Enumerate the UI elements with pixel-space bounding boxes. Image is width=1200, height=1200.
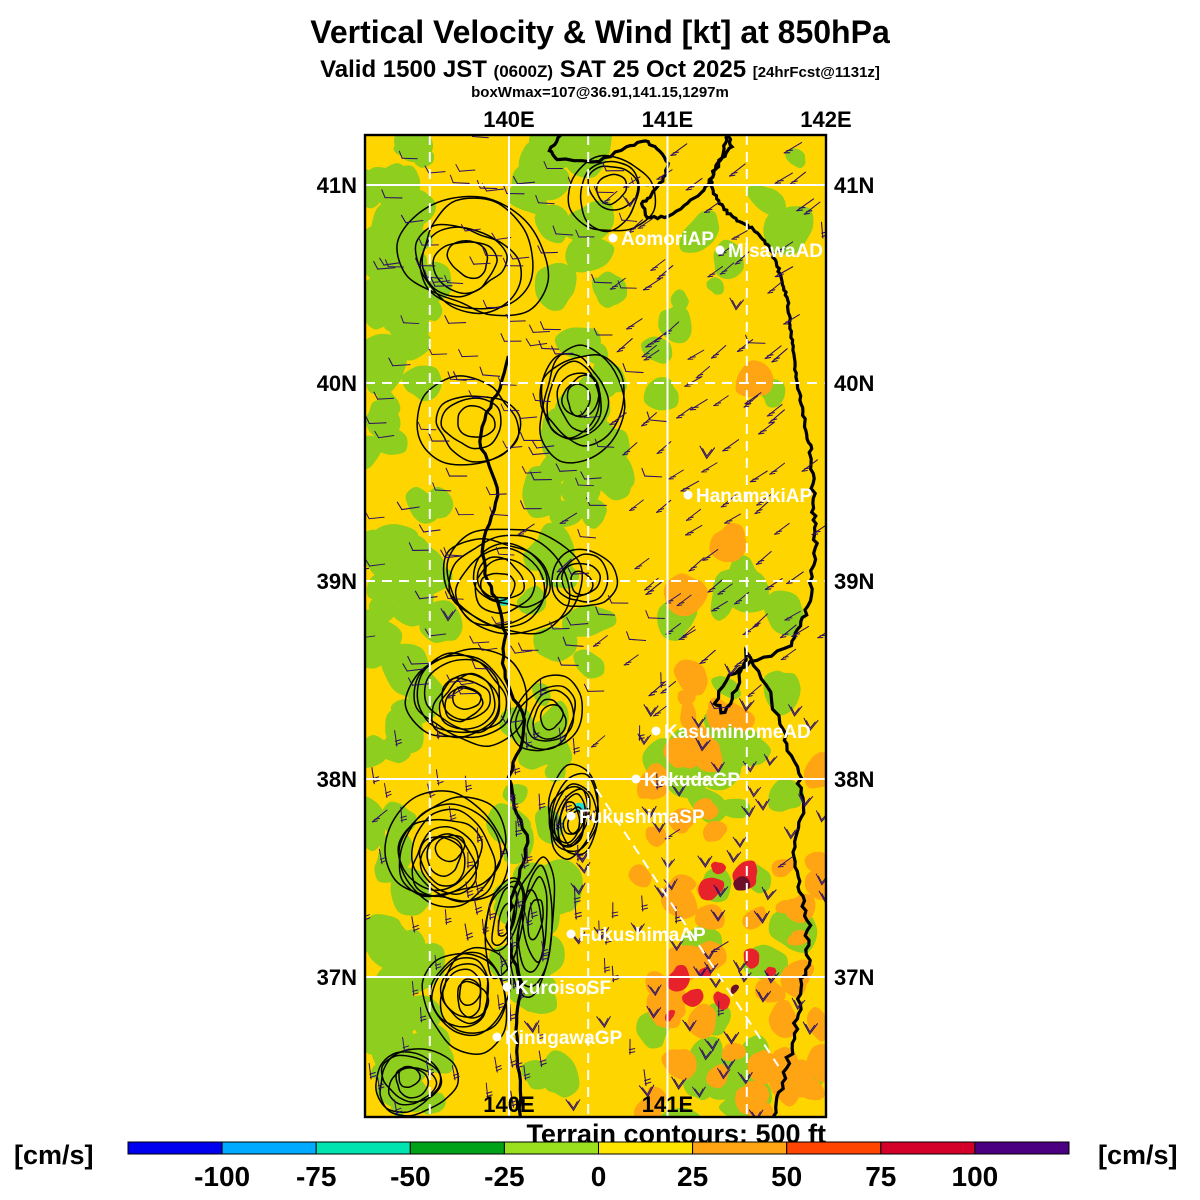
svg-text:FukushimaAP: FukushimaAP bbox=[579, 925, 706, 946]
svg-text:FukushimaSP: FukushimaSP bbox=[579, 807, 705, 828]
svg-text:40N: 40N bbox=[834, 371, 874, 396]
svg-text:140E: 140E bbox=[483, 107, 534, 132]
svg-text:38N: 38N bbox=[834, 767, 874, 792]
svg-text:37N: 37N bbox=[834, 965, 874, 990]
svg-text:142E: 142E bbox=[800, 107, 851, 132]
svg-text:-50: -50 bbox=[390, 1161, 430, 1192]
svg-text:50: 50 bbox=[771, 1161, 802, 1192]
svg-text:25: 25 bbox=[677, 1161, 708, 1192]
svg-text:-100: -100 bbox=[194, 1161, 250, 1192]
svg-text:75: 75 bbox=[865, 1161, 896, 1192]
svg-text:37N: 37N bbox=[317, 965, 357, 990]
svg-text:100: 100 bbox=[952, 1161, 999, 1192]
svg-text:141E: 141E bbox=[642, 1092, 693, 1117]
svg-text:KasuminomeAD: KasuminomeAD bbox=[664, 722, 811, 743]
svg-text:KakudaGP: KakudaGP bbox=[644, 770, 740, 791]
svg-text:141E: 141E bbox=[642, 107, 693, 132]
svg-text:41N: 41N bbox=[317, 173, 357, 198]
svg-text:MisawaAD: MisawaAD bbox=[728, 241, 823, 262]
svg-text:38N: 38N bbox=[317, 767, 357, 792]
svg-text:HanamakiAP: HanamakiAP bbox=[696, 486, 812, 507]
svg-text:0: 0 bbox=[591, 1161, 607, 1192]
svg-text:KinugawaGP: KinugawaGP bbox=[505, 1028, 623, 1049]
svg-text:140E: 140E bbox=[483, 1092, 534, 1117]
svg-text:39N: 39N bbox=[317, 569, 357, 594]
svg-text:KuroisoSF: KuroisoSF bbox=[515, 978, 611, 999]
svg-text:AomoriAP: AomoriAP bbox=[621, 229, 714, 250]
svg-text:40N: 40N bbox=[317, 371, 357, 396]
svg-text:41N: 41N bbox=[834, 173, 874, 198]
svg-text:-25: -25 bbox=[484, 1161, 524, 1192]
svg-text:39N: 39N bbox=[834, 569, 874, 594]
svg-text:-75: -75 bbox=[296, 1161, 336, 1192]
